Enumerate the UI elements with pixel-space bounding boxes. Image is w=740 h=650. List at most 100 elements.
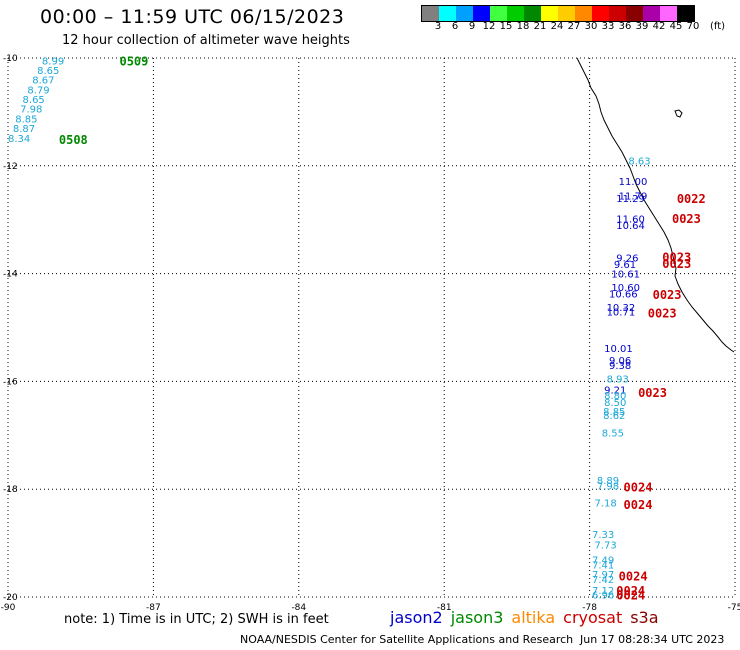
pass-time-label: 0023 [648,306,677,320]
pass-time-label: 0024 [619,569,648,583]
lat-tick-label: -18 [3,485,18,495]
colorbar-label: 6 [451,21,459,32]
wave-height-label: 8.85 [603,407,625,418]
lat-tick-label: -10 [3,54,18,64]
wave-height-label: 7.73 [594,541,616,552]
wave-height-label: 8.55 [602,429,624,440]
coastline [576,57,735,353]
wave-height-label: 10.60 [611,283,640,294]
pass-time-label: 0024 [616,588,645,602]
lon-tick-label: -90 [1,603,16,613]
wave-height-label: 8.65 [23,95,45,106]
colorbar-swatch [439,6,456,21]
colorbar-swatch [643,6,660,21]
colorbar-label: 33 [601,21,615,32]
colorbar-label: 24 [550,21,564,32]
lon-tick-label: -87 [146,603,161,613]
colorbar-label: 21 [533,21,547,32]
wave-height-label: 11.60 [616,215,645,226]
lon-tick-label: -81 [437,603,452,613]
satellite-legend-cryosat: cryosat [563,608,623,627]
wave-height-label: 9.26 [616,253,638,264]
colorbar-label: 39 [635,21,649,32]
satellite-legend-s3a: s3a [630,608,659,627]
colorbar-swatch [660,6,677,21]
colorbar-swatch [541,6,558,21]
pass-time-label: 0023 [662,250,691,264]
wave-height-label: 8.85 [15,114,37,125]
colorbar [421,5,695,22]
wave-height-label: 9.21 [604,385,626,396]
wave-height-label: 7.42 [592,575,614,586]
colorbar-swatch [626,6,643,21]
colorbar-swatch [575,6,592,21]
colorbar-swatch [558,6,575,21]
satellite-legend: jason2 jason3 altika cryosat s3a [390,608,667,627]
wave-height-label: 10.01 [604,344,633,355]
altimeter-observations: 8.998.658.678.798.657.988.858.878.348.63… [8,57,651,602]
map-subtitle: 12 hour collection of altimeter wave hei… [62,33,350,48]
colorbar-labels: 3 6 9 12 15 18 21 24 27 30 33 36 39 42 45 70 [421,21,740,35]
pass-time-label: 0023 [653,288,682,302]
wave-height-label: 8.99 [42,57,64,68]
wave-height-label: 8.89 [597,476,619,487]
colorbar-label: 42 [652,21,666,32]
lon-tick-label: -78 [582,603,597,613]
wave-height-label: 10.32 [607,303,636,314]
pass-time-label: 0509 [119,55,148,69]
wave-height-label: 8.93 [607,375,629,386]
colorbar-label: 3 [434,21,442,32]
pass-time-label: 0023 [638,386,667,400]
colorbar-swatch [524,6,541,21]
wave-height-label: 8.62 [603,411,625,422]
satellite-legend-jason2: jason2 [390,608,443,627]
wave-height-label: 6.96 [592,590,614,601]
colorbar-swatch [456,6,473,21]
wave-height-label: 8.65 [37,66,59,77]
colorbar-swatch [473,6,490,21]
colorbar-label: 9 [468,21,476,32]
pass-time-label: 0024 [624,481,653,495]
wave-height-label: 7.97 [592,570,614,581]
wave-height-label: 7.49 [592,555,614,566]
longitude-labels: -90 -87 -84 -81 -78 -75 [1,603,740,613]
wave-height-label: 9.06 [609,356,631,367]
satellite-legend-altika: altika [511,608,556,627]
wave-height-label: 9.61 [614,260,636,271]
pass-time-label: 0024 [616,584,645,598]
wave-height-label: 7.41 [592,561,614,572]
colorbar-swatch [507,6,524,21]
satellite-legend-jason3: jason3 [450,608,504,627]
lat-tick-label: -12 [3,162,18,172]
wave-height-label: 7.98 [597,481,619,492]
map-title: 00:00 – 11:59 UTC 06/15/2023 [40,6,345,28]
wave-height-label: 8.67 [32,76,54,87]
wave-height-label: 10.61 [611,270,640,281]
wave-height-label: 7.33 [592,530,614,541]
wave-height-label: 8.34 [8,134,30,145]
wave-height-label: 7.98 [20,105,42,116]
colorbar-label: 12 [482,21,496,32]
colorbar-label: 18 [516,21,530,32]
wave-height-label: 10.64 [616,221,645,232]
colorbar-label: 15 [499,21,513,32]
wave-height-label: 10.71 [607,307,636,318]
footer-timestamp: Jun 17 08:28:34 UTC 2023 [580,633,725,646]
colorbar-swatch [490,6,507,21]
pass-time-label: 0024 [624,498,653,512]
pass-time-label: 0023 [672,212,701,226]
colorbar-unit: (ft) [710,21,726,32]
pass-time-label: 0508 [59,133,88,147]
colorbar-label: 30 [584,21,598,32]
wave-height-label: 8.79 [27,85,49,96]
island [674,109,683,118]
wave-height-label: 8.50 [604,398,626,409]
wave-height-label: 11.00 [619,177,648,188]
pass-time-label: 0023 [662,257,691,271]
wave-height-label: 7.18 [594,499,616,510]
colorbar-swatch [592,6,609,21]
wave-height-label: 8.63 [628,156,650,167]
latitude-labels: -10 -12 -14 -16 -18 -20 [3,54,18,603]
wave-height-label: 8.80 [604,391,626,402]
